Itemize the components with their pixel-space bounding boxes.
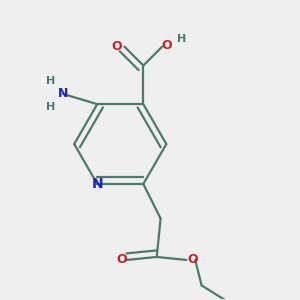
Text: O: O [187,254,198,266]
Text: O: O [112,40,122,53]
Text: H: H [46,76,55,85]
Text: N: N [58,87,68,101]
Text: O: O [116,254,127,266]
Text: H: H [177,34,186,44]
Text: H: H [46,102,55,112]
Text: O: O [161,39,172,52]
Text: N: N [92,177,103,191]
